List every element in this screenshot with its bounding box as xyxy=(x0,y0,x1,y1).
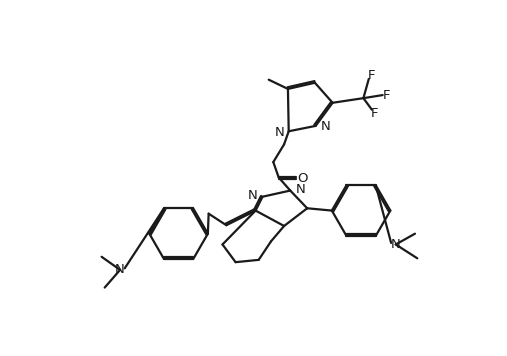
Text: F: F xyxy=(368,69,375,82)
Text: F: F xyxy=(371,107,378,120)
Text: N: N xyxy=(115,263,125,276)
Text: N: N xyxy=(320,120,330,133)
Text: O: O xyxy=(297,172,308,185)
Text: N: N xyxy=(296,183,305,196)
Text: N: N xyxy=(274,126,284,138)
Text: N: N xyxy=(391,238,401,251)
Text: F: F xyxy=(383,89,390,101)
Text: N: N xyxy=(247,189,257,203)
